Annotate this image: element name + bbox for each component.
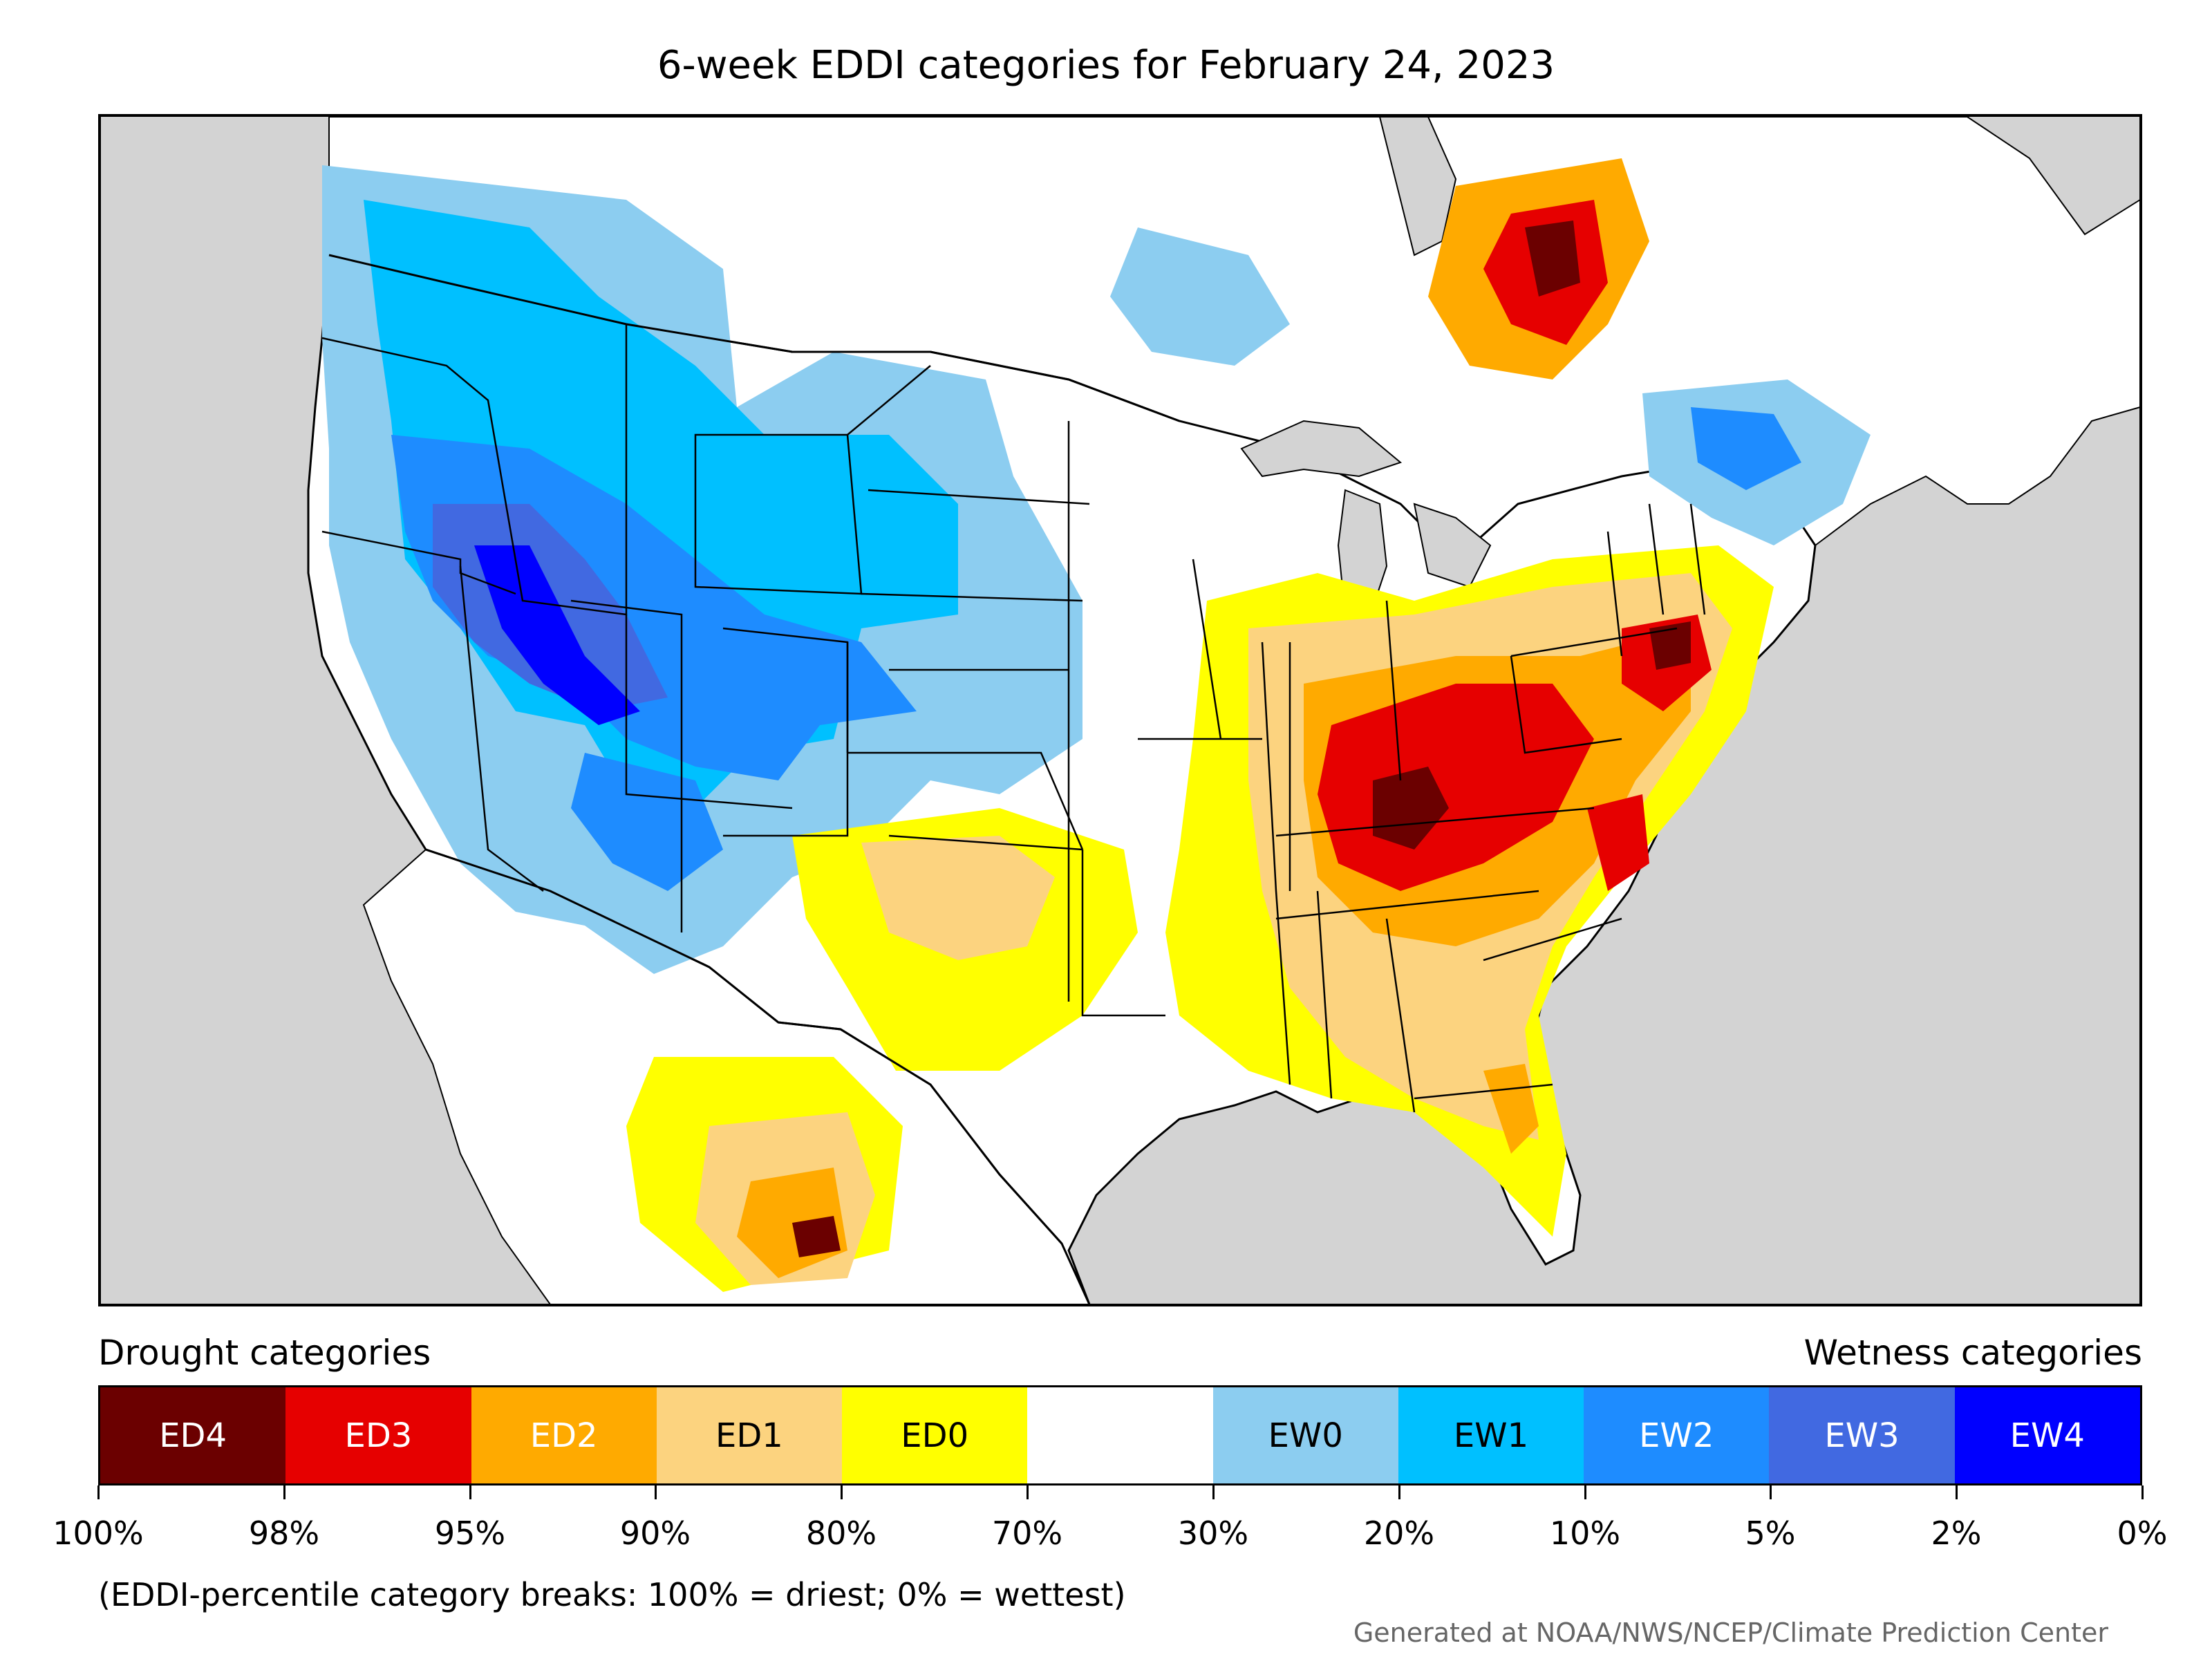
swatch-ed3: ED3 — [285, 1387, 471, 1483]
swatch-ed1: ED1 — [656, 1387, 843, 1483]
tick-mark — [1956, 1485, 1958, 1499]
tick-mark — [841, 1485, 843, 1499]
tick-label: 10% — [1549, 1515, 1621, 1552]
tick-label: 100% — [53, 1515, 144, 1552]
swatch-ed2: ED2 — [471, 1387, 657, 1483]
intl-borders — [328, 254, 1180, 1245]
swatch-ed4: ED4 — [100, 1387, 286, 1483]
tick-mark — [1027, 1485, 1029, 1499]
tick-label: 98% — [248, 1515, 320, 1552]
tick-label: 30% — [1177, 1515, 1249, 1552]
map-title: 6-week EDDI categories for February 24, … — [657, 43, 1555, 88]
tick-label: 70% — [991, 1515, 1063, 1552]
tick-label: 80% — [805, 1515, 877, 1552]
category-colorbar: ED4 ED3 ED2 ED1 ED0 EW0 EW1 EW2 EW3 EW4 — [98, 1385, 2142, 1485]
swatch-ew0: EW0 — [1212, 1387, 1398, 1483]
tick-mark — [1212, 1485, 1215, 1499]
tick-label: 95% — [434, 1515, 506, 1552]
tick-mark — [1770, 1485, 1772, 1499]
tick-label: 0% — [2117, 1515, 2168, 1552]
drought-categories-label: Drought categories — [98, 1333, 431, 1373]
drought-regions — [626, 158, 1774, 1292]
eddi-map — [98, 114, 2142, 1306]
tick-mark — [469, 1485, 471, 1499]
tick-label: 20% — [1363, 1515, 1435, 1552]
swatch-normal — [1027, 1387, 1213, 1483]
tick-label: 90% — [619, 1515, 691, 1552]
tick-label: 5% — [1745, 1515, 1796, 1552]
tick-mark — [1398, 1485, 1400, 1499]
tick-mark — [2141, 1485, 2144, 1499]
map-svg — [101, 117, 2139, 1304]
tick-mark — [655, 1485, 657, 1499]
swatch-ew2: EW2 — [1584, 1387, 1770, 1483]
state-borders — [321, 324, 1706, 1113]
wetness-categories-label: Wetness categories — [1803, 1333, 2142, 1373]
category-note: (EDDI-percentile category breaks: 100% =… — [98, 1576, 1126, 1613]
swatch-ew4: EW4 — [1954, 1387, 2140, 1483]
swatch-ew1: EW1 — [1398, 1387, 1584, 1483]
colorbar-ticks: 100% 98% 95% 90% 80% 70% 30% 20% 10% 5% 2% 0% — [53, 1485, 2167, 1568]
credit-text: Generated at NOAA/NWS/NCEP/Climate Predi… — [1353, 1618, 2108, 1648]
tick-label: 2% — [1931, 1515, 1982, 1552]
tick-mark — [97, 1485, 100, 1499]
tick-mark — [1584, 1485, 1586, 1499]
wetness-regions — [322, 165, 1871, 974]
swatch-ew3: EW3 — [1769, 1387, 1955, 1483]
tick-mark — [283, 1485, 285, 1499]
swatch-ed0: ED0 — [842, 1387, 1028, 1483]
